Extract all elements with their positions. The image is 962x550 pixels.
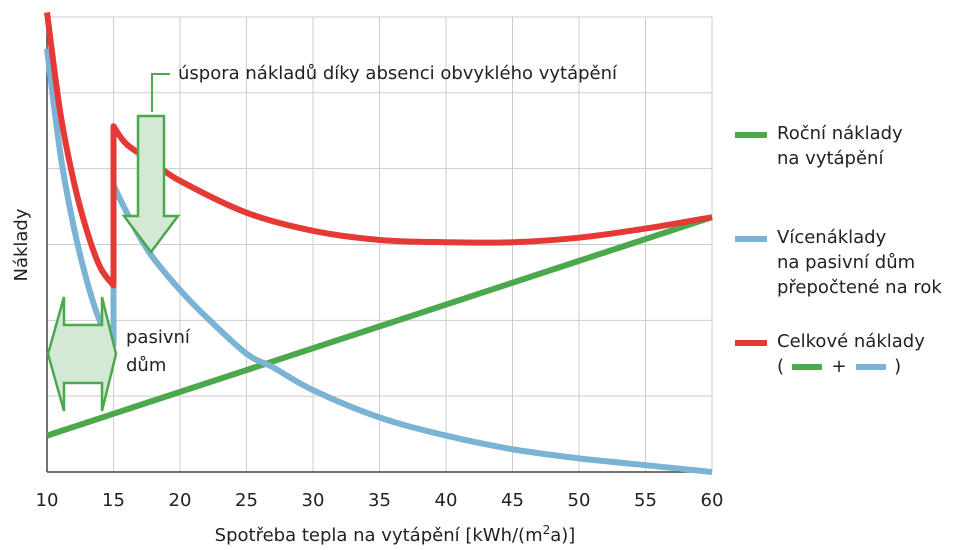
x-axis-label-sup: 2 bbox=[543, 523, 551, 537]
passive-house-label-1: pasivní bbox=[126, 327, 191, 348]
x-tick-label: 15 bbox=[102, 490, 125, 511]
legend-swatch-passive-extra bbox=[735, 236, 767, 242]
legend-label-heating: Roční náklady na vytápění bbox=[777, 121, 962, 171]
legend-swatch-total bbox=[735, 340, 767, 346]
x-axis-label-prefix: Spotřeba tepla na vytápění [kWh/(m bbox=[215, 525, 543, 546]
x-tick-label: 20 bbox=[169, 490, 192, 511]
x-tick-label: 60 bbox=[701, 490, 724, 511]
formula-green-swatch bbox=[791, 364, 822, 370]
passive-house-label-2: dům bbox=[126, 355, 166, 376]
legend-text: na pasivní dům bbox=[777, 252, 916, 273]
legend-text: Vícenáklady bbox=[777, 227, 887, 248]
formula-blue-swatch bbox=[856, 364, 887, 370]
series-line-2 bbox=[44, 12, 713, 289]
legend-text: Celkové náklady bbox=[777, 331, 925, 352]
x-axis-label-suffix: a)] bbox=[550, 525, 575, 546]
x-tick-label: 10 bbox=[36, 490, 59, 511]
x-tick-label: 35 bbox=[368, 490, 391, 511]
chart-axes bbox=[46, 17, 712, 473]
x-axis-label: Spotřeba tepla na vytápění [kWh/(m2a)] bbox=[215, 523, 576, 546]
x-tick-label: 30 bbox=[302, 490, 325, 511]
x-tick-label: 25 bbox=[235, 490, 258, 511]
x-tick-label: 45 bbox=[501, 490, 524, 511]
formula-plus: + bbox=[831, 356, 847, 377]
x-tick-label: 50 bbox=[568, 490, 591, 511]
legend-formula: ( + ) bbox=[777, 354, 962, 379]
x-tick-label: 55 bbox=[634, 490, 657, 511]
x-tick-labels: 10 15 20 25 30 35 40 45 50 55 60 bbox=[36, 490, 724, 511]
legend-swatch-heating bbox=[735, 132, 767, 138]
legend-label-passive-extra: Vícenáklady na pasivní dům přepočtené na… bbox=[777, 225, 962, 300]
legend-text: Roční náklady bbox=[777, 123, 903, 144]
chart-series bbox=[44, 12, 713, 475]
series-line-0 bbox=[46, 214, 713, 439]
series-line-1 bbox=[44, 48, 713, 475]
savings-leader-line bbox=[151, 73, 170, 112]
legend-text: na vytápění bbox=[777, 148, 884, 169]
passive-house-range-arrow bbox=[46, 296, 118, 412]
formula-open-paren: ( bbox=[777, 356, 785, 377]
legend-label-total: Celkové náklady ( + ) bbox=[777, 329, 962, 379]
savings-annotation: úspora nákladů díky absenci obvyklého vy… bbox=[178, 63, 618, 84]
legend-text: přepočtené na rok bbox=[777, 277, 942, 298]
y-axis-label: Náklady bbox=[11, 208, 32, 281]
chart-annotation-arrows bbox=[46, 73, 181, 412]
x-tick-label: 40 bbox=[435, 490, 458, 511]
formula-close-paren: ) bbox=[894, 356, 902, 377]
savings-down-arrow bbox=[121, 114, 181, 255]
